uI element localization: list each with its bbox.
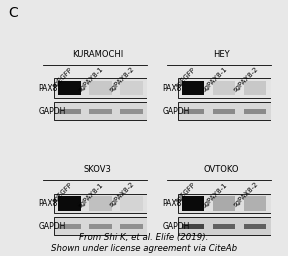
Text: GAPDH: GAPDH xyxy=(39,222,66,231)
Text: sgPAX8-1: sgPAX8-1 xyxy=(77,181,105,209)
Text: sgPAX8-2: sgPAX8-2 xyxy=(108,66,136,93)
Bar xyxy=(58,81,81,95)
Text: PAX8: PAX8 xyxy=(162,199,182,208)
Text: sgEGFP: sgEGFP xyxy=(175,181,198,204)
Text: PAX8: PAX8 xyxy=(162,83,182,92)
Bar xyxy=(120,224,143,229)
Text: PAX8: PAX8 xyxy=(39,199,58,208)
Bar xyxy=(54,217,147,235)
Bar xyxy=(213,196,235,211)
Text: HEY: HEY xyxy=(213,50,230,59)
Bar xyxy=(213,109,235,114)
Text: sgPAX8-2: sgPAX8-2 xyxy=(108,181,136,208)
Text: sgPAX8-1: sgPAX8-1 xyxy=(77,66,105,93)
Bar xyxy=(54,78,147,98)
Text: sgPAX8-1: sgPAX8-1 xyxy=(201,66,228,93)
Bar xyxy=(89,81,111,95)
Text: sgPAX8-2: sgPAX8-2 xyxy=(232,66,259,93)
Bar xyxy=(58,196,81,211)
Bar xyxy=(54,194,147,213)
Bar xyxy=(58,224,81,229)
Text: sgEGFP: sgEGFP xyxy=(175,66,198,89)
Bar xyxy=(120,81,143,95)
Bar xyxy=(244,196,266,211)
Bar xyxy=(178,217,271,235)
Bar xyxy=(213,81,235,95)
Bar xyxy=(120,109,143,114)
Text: GAPDH: GAPDH xyxy=(162,106,190,116)
Text: GAPDH: GAPDH xyxy=(162,222,190,231)
Bar xyxy=(54,102,147,120)
Bar xyxy=(182,196,204,211)
Bar xyxy=(178,78,271,98)
Text: GAPDH: GAPDH xyxy=(39,106,66,116)
Bar xyxy=(244,224,266,229)
Text: sgPAX8-1: sgPAX8-1 xyxy=(201,181,228,209)
Text: sgEGFP: sgEGFP xyxy=(51,181,74,204)
Bar xyxy=(244,81,266,95)
Bar xyxy=(182,224,204,229)
Bar xyxy=(58,109,81,114)
Bar xyxy=(182,109,204,114)
Bar xyxy=(89,109,111,114)
Text: From Shi K, et al. Elife (2019).: From Shi K, et al. Elife (2019). xyxy=(79,233,209,242)
Bar xyxy=(178,102,271,120)
Text: KURAMOCHI: KURAMOCHI xyxy=(72,50,123,59)
Bar xyxy=(178,194,271,213)
Bar xyxy=(213,224,235,229)
Bar xyxy=(89,196,111,211)
Text: OVTOKO: OVTOKO xyxy=(204,165,239,175)
Text: sgEGFP: sgEGFP xyxy=(51,66,74,89)
Text: SKOV3: SKOV3 xyxy=(84,165,111,175)
Text: sgPAX8-2: sgPAX8-2 xyxy=(232,181,259,208)
Bar xyxy=(244,109,266,114)
Text: C: C xyxy=(9,6,18,20)
Bar xyxy=(89,224,111,229)
Text: PAX8: PAX8 xyxy=(39,83,58,92)
Text: Shown under license agreement via CiteAb: Shown under license agreement via CiteAb xyxy=(51,244,237,253)
Bar xyxy=(120,196,143,211)
Bar xyxy=(182,81,204,95)
